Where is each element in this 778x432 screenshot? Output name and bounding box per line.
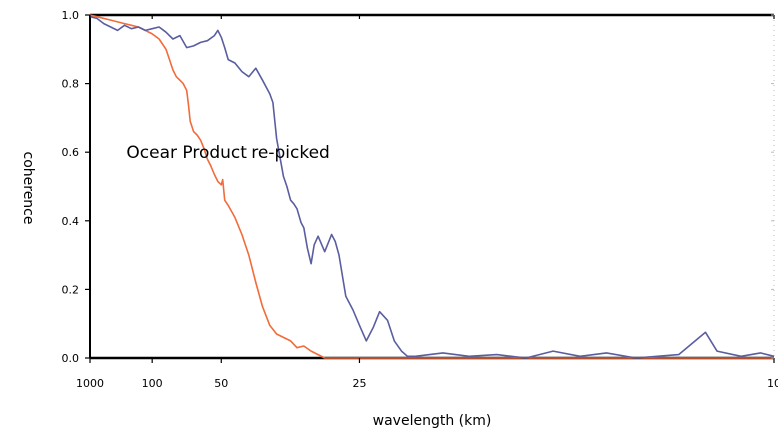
annotation-label-0: Ocear Product (126, 143, 247, 163)
x-tick-label-0: 1000 (76, 377, 104, 390)
series-line-1 (89, 15, 775, 359)
plot-frame (89, 13, 775, 360)
labels-layer: Ocear Product re-picked (126, 143, 329, 163)
x-tick-label-3: 25 (352, 377, 366, 390)
y-tick-label-5: 1.0 (62, 9, 80, 22)
y-tick-label-3: 0.6 (62, 146, 80, 159)
x-axis-title: wavelength (km) (373, 413, 492, 429)
x-tick-label-1: 100 (142, 377, 163, 390)
y-tick-label-4: 0.8 (62, 78, 80, 91)
y-tick-label-0: 0.0 (62, 352, 80, 365)
x-tick-label-2: 50 (214, 377, 228, 390)
series-line-0 (89, 14, 774, 359)
y-tick-label-2: 0.4 (62, 215, 80, 228)
y-axis-title: coherence (20, 152, 36, 225)
x-tick-label-4: 10 (767, 377, 778, 390)
ticks-layer: 1000 100 50 25 10 0.0 0.2 0.4 0.6 0.8 1.0 (62, 9, 778, 390)
series-layer (89, 14, 775, 359)
annotation-label-1: re-picked (251, 143, 330, 163)
y-tick-label-1: 0.2 (62, 283, 80, 296)
